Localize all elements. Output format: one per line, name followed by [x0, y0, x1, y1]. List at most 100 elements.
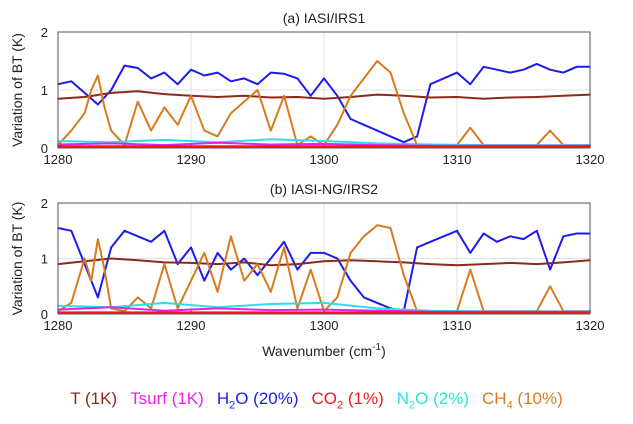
series-point-1-ch4-10-16: [243, 279, 245, 282]
series-point-1-t-1k-11: [349, 259, 352, 262]
series-point-0-t-1k-12: [376, 93, 379, 96]
series-point-1-ch4-10-11: [176, 307, 179, 310]
series-point-1-tsurf-1k-6: [376, 309, 379, 312]
series-point-1-t-1k-19: [562, 261, 565, 264]
y-axis-label-0: Variation of BT (K): [9, 33, 25, 147]
series-point-0-ch4-10-26: [376, 60, 379, 62]
series-point-1-ch4-10-10: [163, 263, 166, 265]
series-point-1-ch4-10-25: [363, 235, 365, 238]
legend-item-h2o: H2O (20%): [217, 389, 299, 411]
series-point-1-ch4-10-26: [376, 224, 379, 226]
series-point-1-n2o-2-2: [163, 302, 166, 304]
x-tick-label-1-1290: 1290: [177, 318, 206, 333]
legend-label-co2: CO: [311, 389, 338, 408]
series-point-0-ch4-10-27: [389, 71, 392, 74]
series-point-1-h2o-20-14: [243, 257, 245, 260]
series-point-1-tsurf-1k-4: [270, 309, 272, 311]
legend-item-co2: CO2 (1%): [312, 389, 384, 411]
legend-item-n2o: N2O (2%): [397, 389, 469, 411]
series-point-0-h2o-20-4: [110, 89, 112, 91]
series-point-0-ch4-10-10: [163, 106, 166, 109]
y-axis-label-1: Variation of BT (K): [9, 202, 25, 316]
series-point-0-h2o-20-38: [562, 71, 565, 74]
series-point-1-n2o-2-6: [376, 307, 379, 310]
series-point-1-ch4-10-27: [389, 227, 392, 229]
series-point-0-ch4-10-19: [283, 95, 285, 97]
series-point-1-h2o-20-17: [283, 241, 285, 243]
x-tick-label-0-1290: 1290: [177, 152, 206, 167]
legend-label-tsurf: Tsurf (1K): [130, 389, 204, 408]
series-point-1-h2o-20-29: [442, 235, 445, 238]
series-point-1-h2o-20-21: [336, 257, 339, 260]
series-point-1-h2o-20-34: [509, 235, 512, 238]
series-point-0-tsurf-1k-4: [270, 143, 272, 146]
series-point-0-h2o-20-7: [150, 77, 152, 80]
series-point-1-h2o-20-30: [456, 230, 458, 232]
legend-item-t: T (1K): [70, 389, 117, 409]
x-tick-label-0-1280: 1280: [44, 152, 73, 167]
series-point-0-tsurf-1k-1: [110, 142, 112, 145]
y-tick-label-1-2: 2: [41, 196, 48, 211]
series-point-0-h2o-20-10: [190, 68, 192, 71]
legend-item-ch4: CH4 (10%): [482, 389, 563, 411]
series-point-0-h2o-20-37: [549, 68, 551, 71]
series-point-1-tsurf-1k-3: [216, 307, 219, 310]
x-tick-label-1-1320: 1320: [576, 318, 605, 333]
series-point-0-h2o-20-35: [522, 68, 525, 71]
legend-tail-co2: (1%): [343, 389, 384, 408]
series-point-0-n2o-2-6: [376, 142, 379, 145]
series-point-1-n2o-2-4: [270, 303, 272, 305]
series-point-1-t-1k-2: [110, 257, 112, 260]
legend-label-h2o: H: [216, 389, 230, 408]
series-point-1-h2o-20-10: [190, 246, 192, 249]
series-point-0-h2o-20-28: [429, 83, 432, 85]
series-point-0-h2o-20-33: [496, 68, 498, 71]
series-point-1-h2o-20-37: [549, 268, 551, 271]
series-point-0-ch4-10-16: [243, 100, 245, 103]
legend-sub-ch4: 4: [506, 399, 513, 412]
series-point-0-h2o-20-30: [456, 71, 458, 74]
plot-frame-1: [57, 202, 591, 315]
x-tick-label-0-1300: 1300: [310, 152, 339, 167]
series-point-1-h2o-20-20: [323, 252, 325, 254]
series-point-1-h2o-20-2: [83, 263, 86, 265]
series-point-0-ch4-10-33: [469, 126, 472, 129]
series-point-0-h2o-20-22: [349, 118, 352, 120]
series-point-1-h2o-20-9: [176, 263, 179, 265]
series-point-0-h2o-20-12: [216, 71, 219, 74]
y-tick-label-1-0: 0: [41, 307, 48, 322]
series-point-0-h2o-20-34: [509, 71, 512, 74]
series-point-1-t-1k-15: [456, 264, 458, 267]
x-tick-label-1-1280: 1280: [44, 318, 73, 333]
series-point-0-h2o-20-36: [536, 63, 538, 65]
series-point-0-t-1k-10: [323, 97, 325, 100]
series-point-1-ch4-10-3: [90, 279, 93, 282]
series-point-1-ch4-10-5: [103, 268, 106, 271]
series-point-1-ch4-10-23: [336, 296, 339, 299]
series-point-1-h2o-20-19: [309, 252, 312, 254]
series-point-1-tsurf-1k-5: [323, 308, 325, 311]
series-point-0-n2o-2-4: [270, 138, 272, 141]
series-point-0-h2o-20-15: [256, 83, 259, 85]
legend-label-t: T (1K): [70, 389, 118, 408]
series-point-0-n2o-2-5: [323, 140, 325, 142]
plot-frame-0: [57, 31, 591, 149]
series-point-1-ch4-10-9: [150, 307, 152, 310]
series-point-0-ch4-10-1: [70, 129, 73, 132]
series-point-1-t-1k-13: [403, 261, 405, 264]
series-point-0-h2o-20-23: [363, 124, 365, 126]
series-point-0-t-1k-16: [482, 97, 485, 100]
series-point-0-ch4-10-12: [190, 95, 192, 97]
legend-tail-ch4: (10%): [512, 389, 563, 408]
series-point-0-h2o-20-32: [482, 66, 485, 68]
series-point-1-h2o-20-33: [496, 241, 498, 243]
series-point-0-ch4-10-21: [309, 135, 312, 138]
series-point-1-ch4-10-1: [70, 302, 73, 304]
series-point-1-ch4-10-2: [83, 257, 86, 260]
series-point-1-t-1k-18: [536, 263, 538, 265]
series-point-0-h2o-20-2: [83, 92, 86, 94]
series-point-1-h2o-20-36: [536, 230, 538, 232]
legend-label-ch4: CH: [482, 389, 507, 408]
series-point-0-t-1k-4: [163, 93, 166, 95]
series-point-0-t-1k-3: [137, 90, 139, 92]
